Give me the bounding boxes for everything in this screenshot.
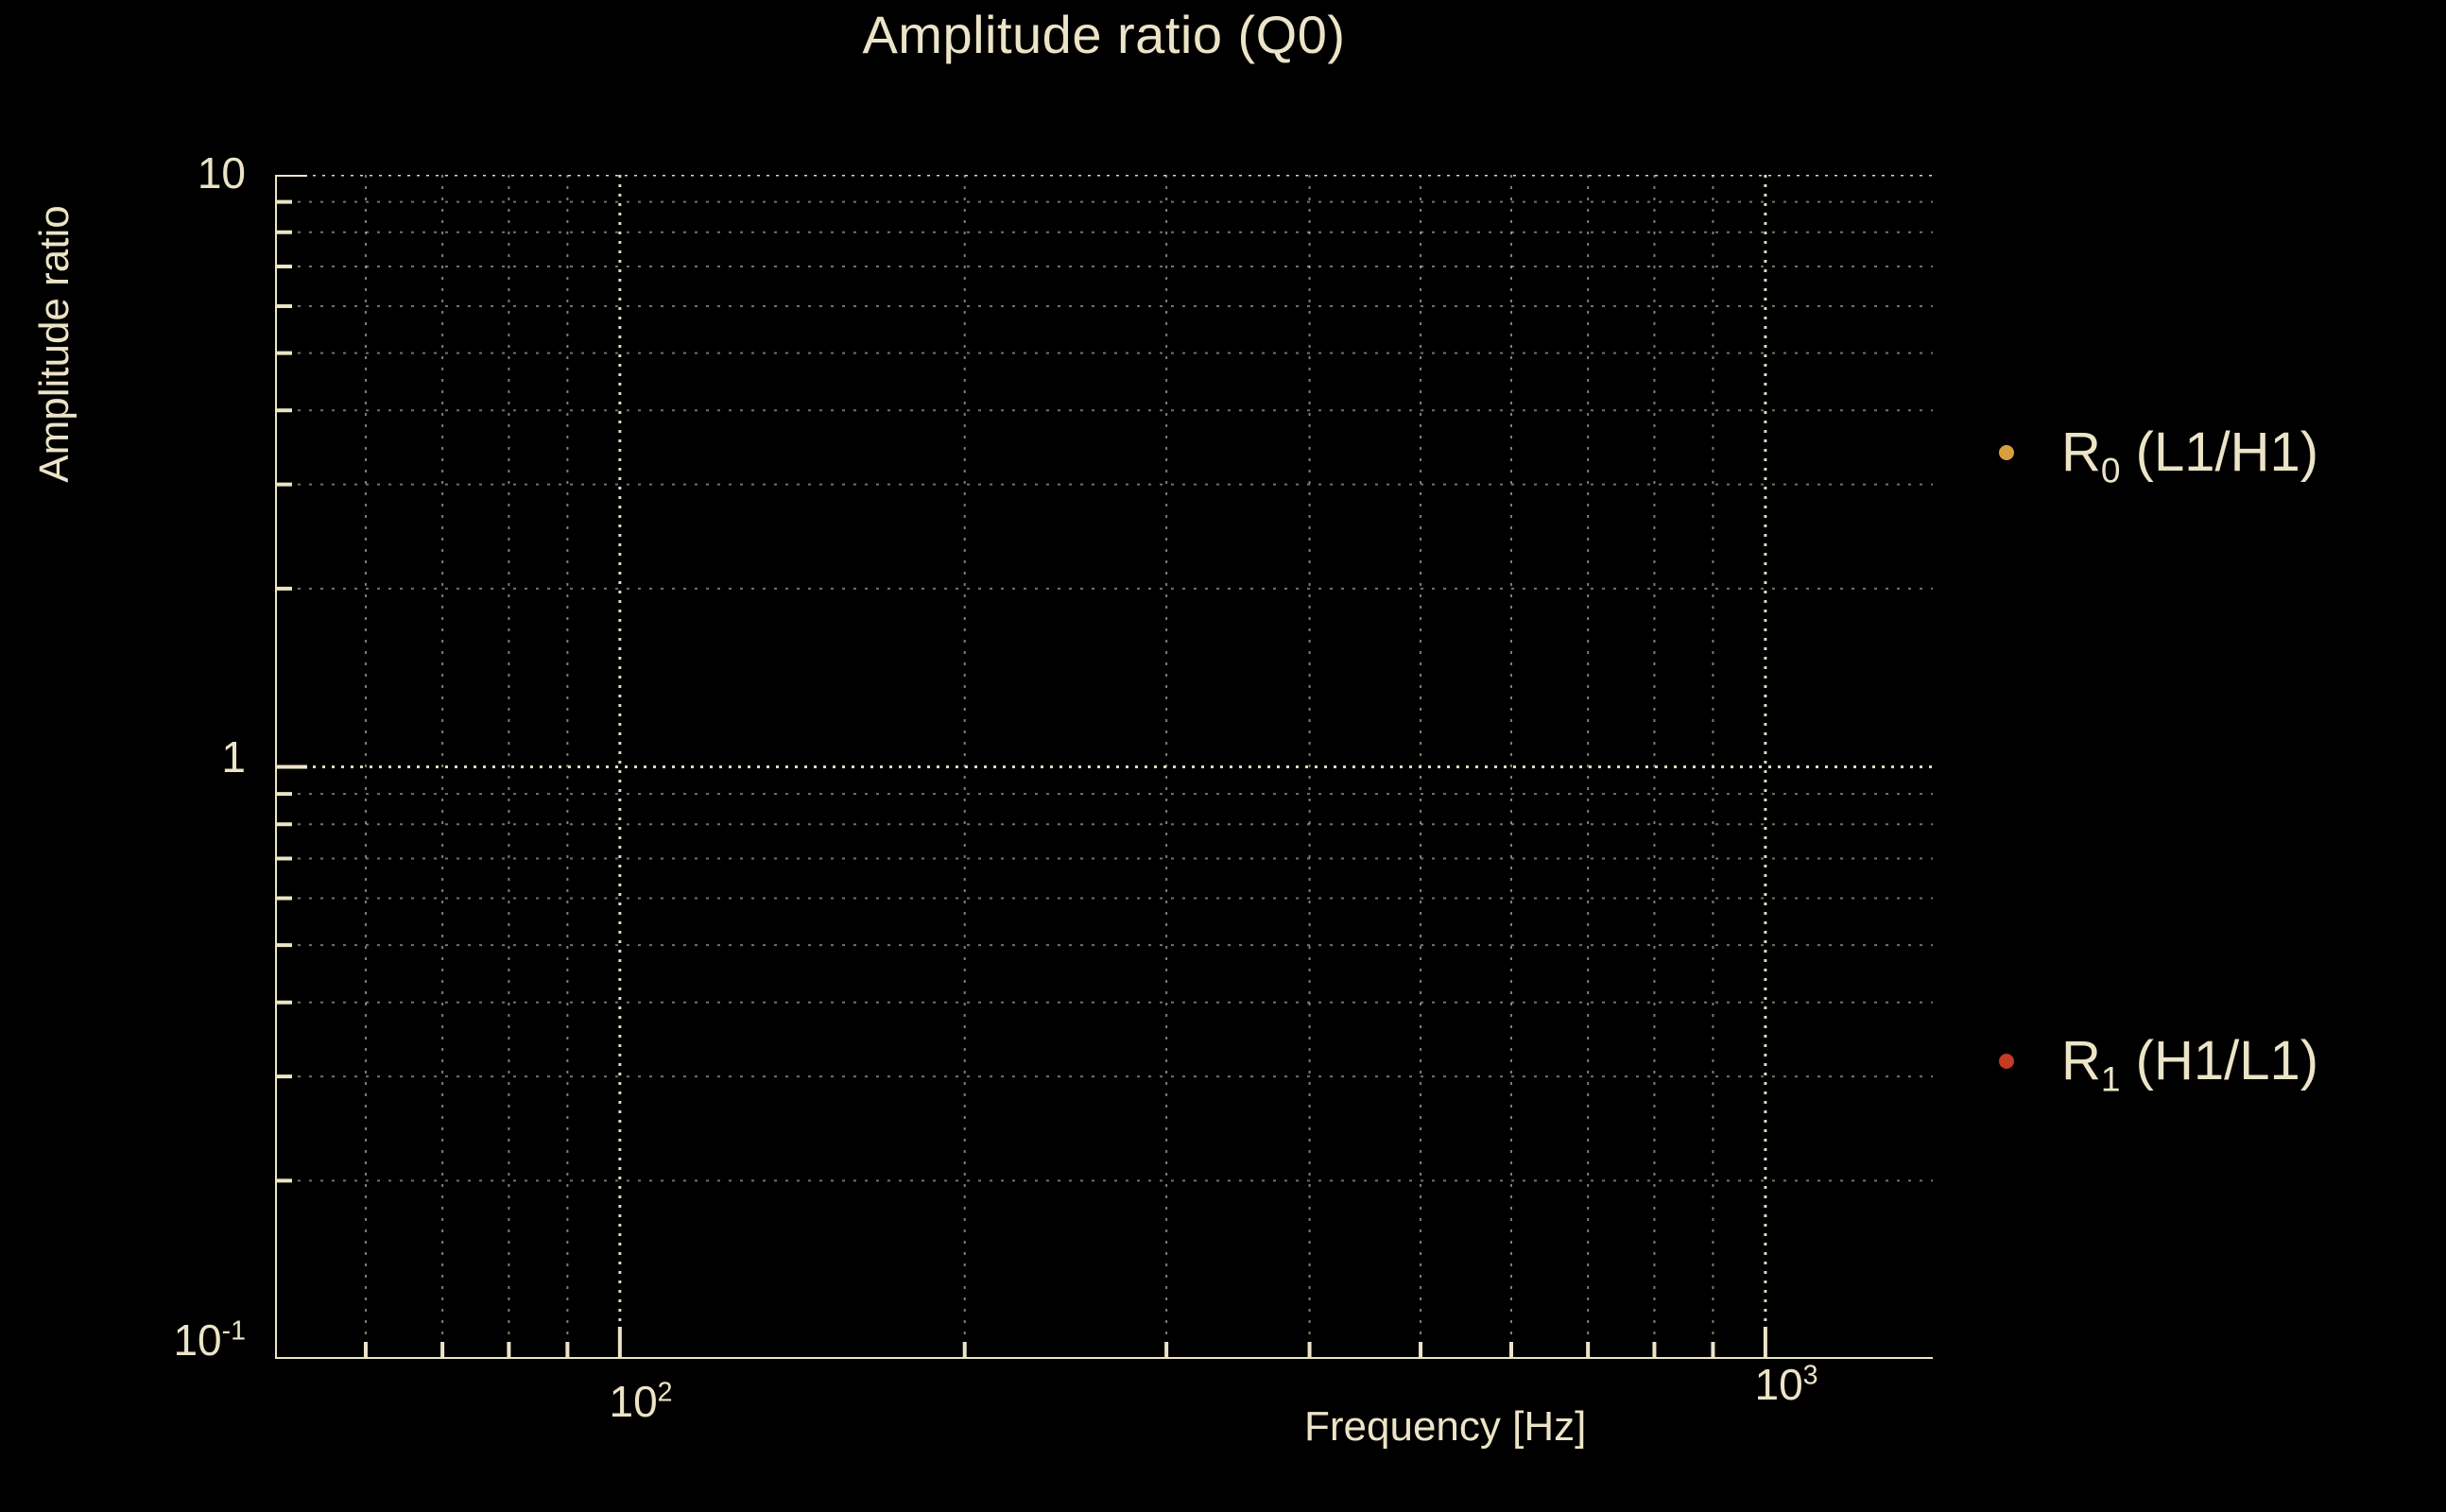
x-tick-exponent: 2 [657,1377,673,1408]
legend-entry-r0[interactable]: R0 (L1/H1) [1999,421,2319,489]
plot-area[interactable] [275,175,1933,1359]
y-tick-label-10: 10 [38,151,246,195]
legend-entry-r1[interactable]: R1 (H1/L1) [1999,1030,2319,1097]
y-tick-mantissa: 10 [197,148,246,198]
x-tick-label-1000: 103 [1682,1360,1890,1409]
legend-label-tail: (H1/L1) [2120,1030,2319,1091]
y-tick-mantissa: 10 [173,1315,222,1365]
y-tick-mantissa: 1 [221,732,246,782]
x-tick-mantissa: 10 [609,1377,658,1426]
legend-marker-icon [1999,445,2014,460]
y-tick-exponent: -1 [221,1315,246,1347]
legend-label-sub: 0 [2100,450,2121,490]
legend-label: R0 (L1/H1) [2061,421,2319,489]
legend-label-tail: (L1/H1) [2120,421,2319,483]
x-axis-title: Frequency [Hz] [1304,1403,1587,1450]
y-tick-label-1: 1 [38,735,246,779]
legend-label-sub: 1 [2100,1058,2121,1099]
legend-label: R1 (H1/L1) [2061,1030,2319,1097]
x-tick-mantissa: 10 [1754,1360,1803,1409]
legend-label-main: R [2061,421,2101,483]
page-title: Amplitude ratio (Q0) [862,5,1346,64]
x-tick-exponent: 3 [1802,1360,1818,1391]
legend-marker-icon [1999,1054,2014,1069]
y-tick-label-0.1: 10-1 [38,1315,246,1365]
x-tick-label-100: 102 [537,1377,745,1426]
legend-label-main: R [2061,1030,2101,1091]
plot-grid [275,175,1933,1359]
